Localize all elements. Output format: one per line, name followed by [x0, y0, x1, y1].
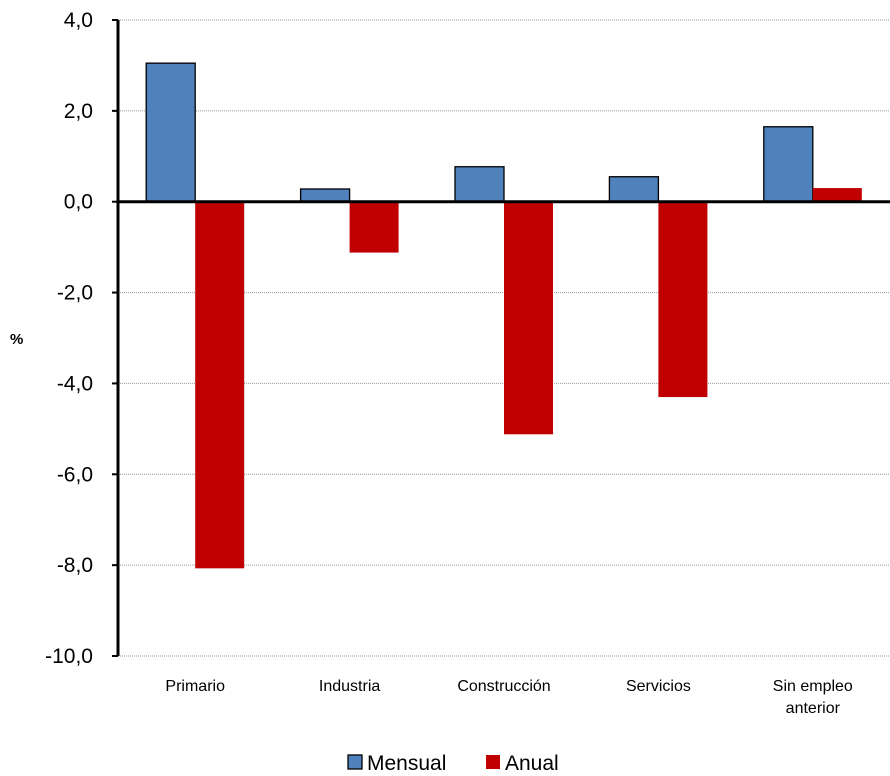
- y-tick-label: -6,0: [57, 463, 93, 486]
- y-tick-label: 0,0: [64, 191, 93, 214]
- x-category-labels: Primario Industria Construcción Servicios Si…: [165, 678, 853, 717]
- legend-swatch-anual: [486, 755, 500, 769]
- y-tick-label: -8,0: [57, 554, 93, 577]
- bar-mensual-4: [763, 126, 814, 203]
- x-category-label: Servicios: [626, 678, 691, 695]
- bar-mensual-1: [299, 188, 351, 203]
- y-tick-label: -2,0: [57, 282, 93, 305]
- bar-mensual-0: [145, 62, 196, 203]
- bar-mensual-3: [608, 176, 660, 203]
- bars: [145, 62, 862, 569]
- legend: Mensual Anual: [347, 752, 559, 775]
- bar-anual-0: [195, 201, 245, 569]
- legend-swatch-mensual: [347, 754, 363, 770]
- y-tick-label: 2,0: [64, 100, 93, 123]
- bar-anual-4: [812, 188, 862, 202]
- y-tick-labels: 4,0 2,0 0,0 -2,0 -4,0 -6,0 -8,0 -10,0: [45, 9, 93, 668]
- bar-anual-1: [349, 201, 399, 253]
- bar-anual-3: [658, 201, 708, 398]
- bar-anual-2: [504, 201, 553, 435]
- y-axis-title: %: [10, 331, 23, 348]
- y-tick-label: 4,0: [64, 9, 93, 32]
- legend-label-mensual: Mensual: [367, 752, 446, 775]
- x-category-label: Construcción: [457, 678, 550, 695]
- y-tick-label: -10,0: [45, 645, 93, 668]
- bar-mensual-2: [454, 166, 505, 203]
- legend-label-anual: Anual: [505, 752, 559, 775]
- x-category-label: Primario: [165, 678, 225, 695]
- x-category-label: Industria: [319, 678, 380, 695]
- y-tick-label: -4,0: [57, 372, 93, 395]
- axes: [112, 19, 890, 657]
- x-category-label: Sin empleo anterior: [773, 678, 853, 717]
